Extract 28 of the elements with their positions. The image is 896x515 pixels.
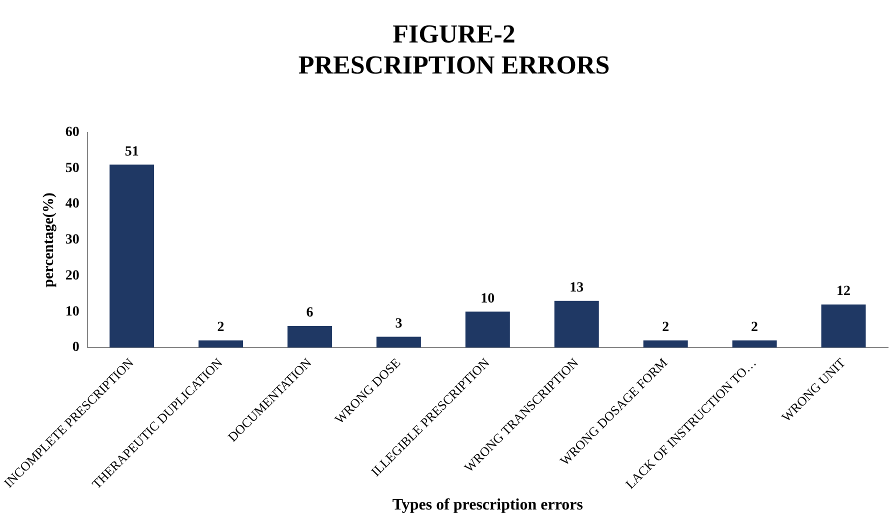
- data-label: 2: [662, 320, 670, 335]
- data-label: 10: [480, 291, 495, 306]
- data-label: 13: [570, 280, 584, 296]
- data-label: 6: [306, 306, 314, 321]
- data-label: 3: [395, 316, 402, 332]
- bar: [465, 312, 510, 348]
- y-axis-title: percentage(%): [41, 192, 58, 288]
- y-tick-label: 0: [72, 340, 80, 356]
- bar: [376, 336, 421, 348]
- data-label: 2: [751, 320, 758, 335]
- y-tick-label: 40: [65, 196, 80, 212]
- y-tick-label: 50: [65, 160, 80, 176]
- bar: [732, 340, 777, 348]
- data-label: 12: [836, 284, 851, 300]
- x-axis-title: Types of prescription errors: [392, 496, 583, 514]
- y-tick-label: 60: [65, 125, 80, 140]
- bar: [288, 326, 332, 348]
- y-tick-label: 20: [65, 268, 80, 284]
- y-tick-label: 10: [65, 304, 80, 320]
- bar: [821, 304, 866, 348]
- bar: [554, 300, 599, 348]
- bar: [643, 340, 688, 348]
- y-tick-label: 30: [65, 232, 80, 248]
- data-label: 2: [217, 320, 224, 335]
- data-label: 51: [124, 144, 139, 160]
- bar: [110, 164, 154, 348]
- chart-title: FIGURE-2 PRESCRIPTION ERRORS: [298, 19, 610, 80]
- bar: [198, 340, 244, 348]
